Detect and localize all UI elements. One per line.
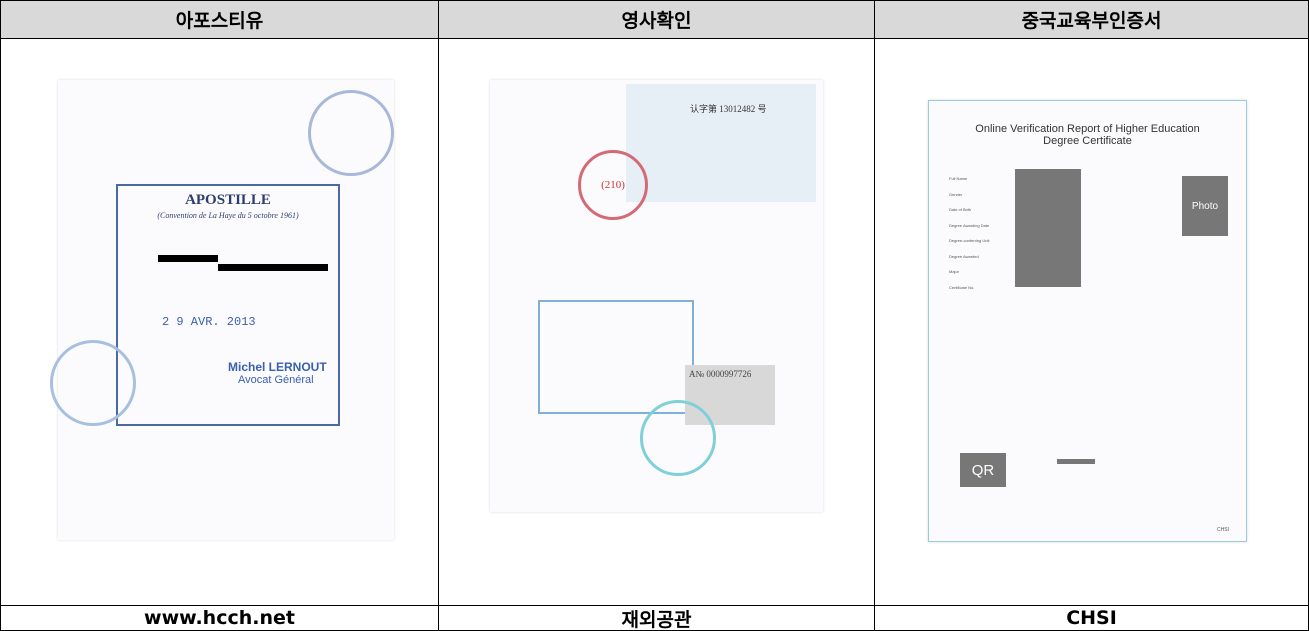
stamp xyxy=(640,400,716,476)
apostille-signer: Michel LERNOUT xyxy=(228,360,327,374)
apostille-title: APOSTILLE xyxy=(185,192,271,208)
footer-cell: 재외공관 xyxy=(439,606,875,631)
chsi-logo: CHSI xyxy=(1217,527,1229,533)
field-label: Major xyxy=(949,269,960,274)
apostille-date: 2 9 AVR. 2013 xyxy=(162,315,256,329)
red-seal: (210) xyxy=(578,150,648,220)
redaction xyxy=(218,264,328,271)
stamp xyxy=(50,340,136,426)
apostille-subtitle: (Convention de La Haye du 5 octobre 1961… xyxy=(157,211,299,220)
apostille-role: Avocat Général xyxy=(238,374,314,386)
consular-stamp xyxy=(538,300,694,414)
header-cell: 아포스티유 xyxy=(0,0,439,39)
photo-placeholder: Photo xyxy=(1182,176,1228,236)
image-cell xyxy=(0,39,439,606)
redaction xyxy=(158,255,218,262)
field-label: Date of Birth xyxy=(949,207,972,212)
field-label: Degree Awarded xyxy=(949,253,979,259)
stamp xyxy=(308,90,394,176)
sticker xyxy=(626,84,816,202)
footer-cell: CHSI xyxy=(875,606,1309,631)
apostille-frame xyxy=(116,184,340,426)
chsi-title: Online Verification Report of Higher Edu… xyxy=(975,123,1200,147)
redaction xyxy=(1015,169,1081,287)
field-list: Full Name Gender Date of Birth Degree Aw… xyxy=(949,171,989,295)
field-label: Degree Awarding Date xyxy=(949,222,990,228)
image-cell xyxy=(439,39,875,606)
consular-number: 认字第 13012482 号 xyxy=(690,104,767,114)
field-label: Gender xyxy=(949,191,963,197)
consular-scan: 认字第 13012482 号 (210) A№ 0000997726 xyxy=(490,80,823,512)
redaction xyxy=(1057,459,1095,464)
field-label: Degree-conferring Unit xyxy=(949,238,990,243)
chsi-scan: Online Verification Report of Higher Edu… xyxy=(928,100,1247,542)
footer-cell: www.hcch.net xyxy=(0,606,439,631)
header-cell: 영사확인 xyxy=(439,0,875,39)
apostille-scan: APOSTILLE (Convention de La Haye du 5 oc… xyxy=(50,80,394,540)
field-label: Certificate No. xyxy=(949,284,975,290)
qr-placeholder: QR xyxy=(960,453,1006,487)
header-cell: 중국교육부인증서 xyxy=(875,0,1309,39)
field-label: Full Name xyxy=(949,176,968,181)
